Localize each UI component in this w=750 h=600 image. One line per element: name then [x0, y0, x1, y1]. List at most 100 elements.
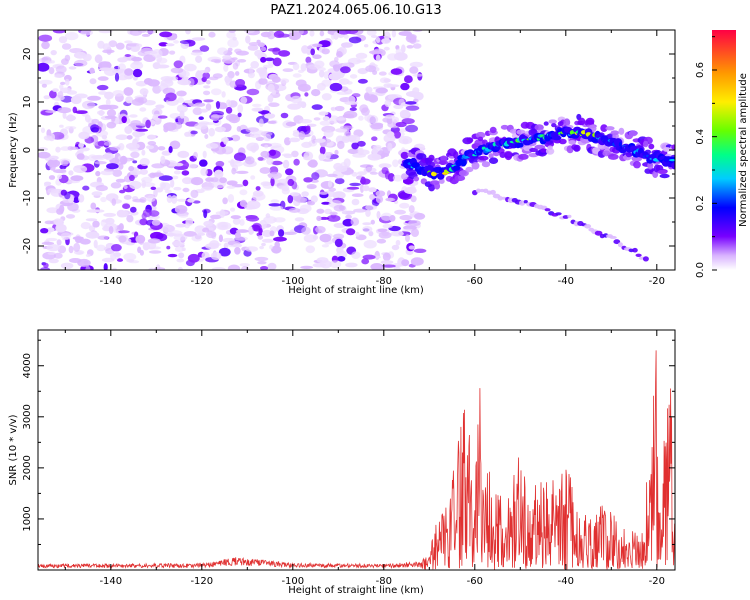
heatmap-cell — [642, 256, 649, 262]
heatmap-cell — [217, 47, 228, 55]
heatmap-cell — [48, 175, 56, 180]
heatmap-cell — [269, 230, 275, 237]
heatmap-cell — [379, 77, 390, 84]
heatmap-cell — [162, 225, 176, 233]
heatmap-cell — [110, 252, 116, 261]
heatmap-cell — [168, 232, 174, 238]
heatmap-cell — [357, 78, 368, 84]
heatmap-cell — [478, 155, 489, 161]
heatmap-cell — [161, 150, 172, 156]
heatmap-cell — [60, 232, 72, 240]
heatmap-cell — [60, 189, 68, 196]
heatmap-cell — [135, 128, 148, 132]
heatmap-cell — [347, 95, 356, 104]
snr-x-axis-label: Height of straight line (km) — [288, 585, 424, 596]
heatmap-cell — [659, 173, 670, 179]
heatmap-cell — [208, 31, 216, 38]
heatmap-cell — [662, 147, 671, 152]
heatmap-cell — [392, 174, 403, 182]
heatmap-cell — [409, 66, 419, 74]
heatmap-cell — [159, 31, 173, 38]
heatmap-cell — [157, 115, 168, 119]
heatmap-cell — [557, 121, 564, 127]
heatmap-cell — [357, 171, 367, 176]
axis-tick-label: 3000 — [22, 404, 33, 429]
heatmap-cell — [76, 153, 85, 160]
heatmap-cell — [438, 160, 449, 165]
heatmap-cell — [610, 130, 620, 136]
heatmap-cell — [366, 30, 377, 36]
axis-tick-label: -60 — [467, 276, 483, 287]
heatmap-cell — [211, 267, 226, 270]
heatmap-cell — [320, 181, 335, 189]
heatmap-cell — [203, 220, 214, 227]
heatmap-cell — [504, 151, 513, 159]
heatmap-cell — [110, 182, 122, 189]
heatmap-cell — [393, 265, 401, 270]
heatmap-cell — [85, 253, 91, 258]
heatmap-cell — [335, 117, 346, 121]
heatmap-cell — [283, 153, 293, 159]
heatmap-cell — [269, 149, 276, 156]
heatmap-cell — [97, 76, 109, 81]
heatmap-cell — [460, 157, 467, 167]
heatmap-cell — [249, 133, 261, 138]
heatmap-cell — [166, 245, 171, 250]
heatmap-cell — [143, 54, 156, 62]
heatmap-cell — [179, 40, 191, 44]
heatmap-cell — [129, 114, 138, 118]
heatmap-cell — [255, 186, 261, 191]
heatmap-cell — [139, 158, 150, 166]
heatmap-cell — [57, 107, 72, 114]
heatmap-cell — [141, 176, 153, 183]
heatmap-cell — [75, 110, 88, 114]
heatmap-cell — [137, 30, 147, 33]
heatmap-cell — [196, 232, 206, 236]
heatmap-cell — [300, 63, 307, 72]
heatmap-cell — [301, 226, 311, 235]
heatmap-cell — [117, 258, 123, 262]
heatmap-cell — [202, 150, 207, 159]
heatmap-cell — [392, 159, 399, 168]
heatmap-cell — [390, 68, 403, 75]
heatmap-cell — [116, 209, 126, 218]
axis-tick-label: -140 — [99, 576, 122, 587]
heatmap-cell — [147, 141, 157, 146]
heatmap-cell — [259, 245, 264, 250]
heatmap-cell — [385, 114, 395, 119]
heatmap-cell — [400, 151, 409, 160]
heatmap-cell — [314, 60, 325, 69]
heatmap-cell — [142, 242, 150, 251]
heatmap-cell — [177, 79, 192, 86]
heatmap-cell — [398, 136, 413, 145]
heatmap-cell — [333, 64, 341, 72]
heatmap-cell — [391, 244, 400, 251]
heatmap-cell — [169, 113, 181, 119]
heatmap-cell — [206, 230, 217, 239]
heatmap-cell — [290, 95, 302, 104]
heatmap-cell — [321, 244, 329, 248]
heatmap-cell — [285, 121, 297, 127]
heatmap-cell — [97, 40, 105, 49]
heatmap-cell — [414, 212, 426, 220]
heatmap-cell — [366, 114, 379, 124]
heatmap-cell — [323, 71, 329, 79]
snr-panel: -140 -120 -100 -80 -60 -40 -20 1000 2000 3000 4000… — [8, 329, 676, 596]
heatmap-cell — [287, 194, 294, 204]
axis-tick-label: 0 — [22, 147, 33, 153]
heatmap-cell — [285, 168, 294, 176]
heatmap-cell — [115, 134, 129, 140]
heatmap-cell — [551, 123, 557, 128]
heatmap-cell — [404, 75, 413, 84]
heatmap-cell — [132, 198, 145, 203]
heatmap-cell — [251, 107, 264, 112]
heatmap-cell — [222, 197, 228, 205]
heatmap-cell — [314, 138, 326, 143]
heatmap-cell — [82, 185, 90, 191]
heatmap-cell — [227, 38, 239, 48]
heatmap-cell — [375, 190, 386, 197]
heatmap-cell — [165, 43, 175, 47]
heatmap-cell — [105, 98, 111, 106]
heatmap-cell — [348, 134, 361, 143]
